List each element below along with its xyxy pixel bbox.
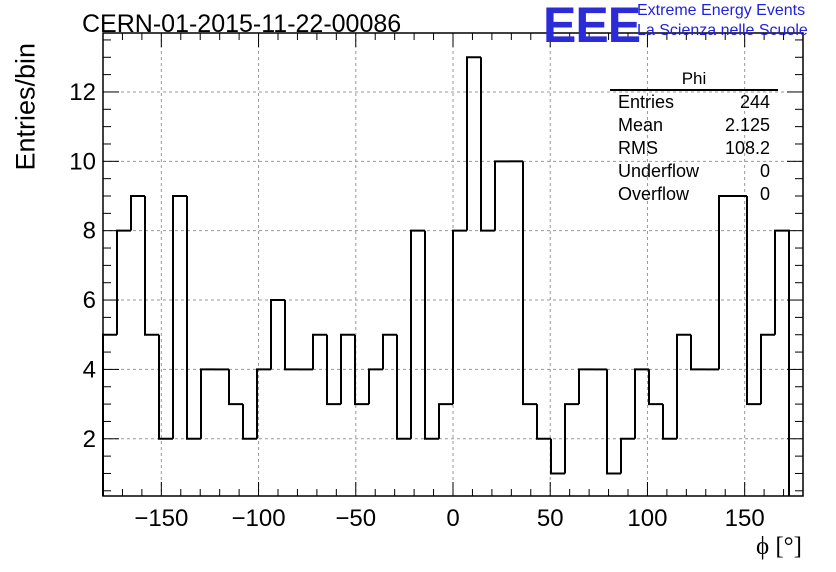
- y-tick-label: 10: [69, 148, 96, 175]
- y-tick-label: 12: [69, 79, 96, 106]
- histogram-bin: [620, 437, 635, 474]
- histogram-bin: [340, 333, 355, 405]
- x-tick-label: −50: [335, 505, 376, 532]
- histogram-bin: [424, 230, 439, 440]
- histogram-bin: [256, 368, 271, 439]
- stats-value: 0: [759, 161, 770, 181]
- histogram-bin: [382, 333, 397, 370]
- stats-value: 0: [759, 184, 770, 204]
- x-tick-label: 150: [725, 505, 765, 532]
- histogram-bin: [718, 195, 733, 370]
- stats-row-underflow: Underflow 0: [610, 160, 778, 183]
- logo-line-1: Extreme Energy Events: [637, 2, 806, 19]
- histogram-bin: [550, 438, 565, 475]
- chart-title: CERN-01-2015-11-22-00086: [82, 10, 402, 38]
- histogram-bin: [676, 333, 691, 439]
- stats-label: Underflow: [618, 161, 700, 181]
- histogram-bin: [522, 161, 537, 406]
- histogram-bin: [130, 195, 145, 231]
- stats-value: 2.125: [724, 115, 770, 135]
- stats-row-entries: Entries 244: [610, 91, 778, 114]
- eee-logo: EEE Extreme Energy Events La Scienza nel…: [543, 0, 833, 53]
- stats-row-overflow: Overflow 0: [610, 183, 778, 206]
- y-tick-label: 8: [83, 218, 96, 245]
- histogram-bin: [270, 299, 285, 370]
- histogram-bin: [396, 334, 411, 440]
- histogram-bin: [326, 334, 341, 406]
- x-axis-label: ϕ [°]: [755, 533, 802, 560]
- histogram-bin: [606, 369, 621, 475]
- stats-label: RMS: [618, 138, 658, 158]
- histogram-bin: [312, 333, 327, 370]
- stats-label: Entries: [618, 92, 675, 112]
- histogram-bin: [172, 195, 187, 439]
- stats-value: 244: [739, 92, 770, 112]
- x-tick-label: 100: [627, 505, 667, 532]
- x-tick-label: 0: [446, 505, 459, 532]
- y-tick-label: 4: [83, 356, 96, 383]
- histogram-bin: [102, 333, 117, 496]
- histogram-bin: [760, 333, 775, 405]
- stats-row-mean: Mean 2.125: [610, 114, 778, 137]
- eee-logo-mark: EEE: [543, 0, 641, 53]
- logo-line-2: La Scienza nelle Scuole: [637, 22, 808, 39]
- x-tick-label: −150: [134, 505, 188, 532]
- histogram-bin: [410, 229, 425, 439]
- stats-row-rms: RMS 108.2: [610, 137, 778, 160]
- histogram-bin: [690, 334, 705, 371]
- histogram-bin: [774, 229, 790, 496]
- histogram-bin: [746, 196, 761, 406]
- x-tick-label: −100: [232, 505, 286, 532]
- histogram-bin: [662, 404, 677, 440]
- stats-box: Phi Entries 244 Mean 2.125 RMS 108.2 Underf…: [610, 68, 778, 206]
- stats-label: Mean: [618, 115, 664, 135]
- x-tick-label: 50: [537, 505, 564, 532]
- histogram-bin: [242, 404, 257, 440]
- histogram-bin: [536, 404, 551, 440]
- histogram-bin: [564, 403, 579, 474]
- histogram-bin: [466, 56, 481, 231]
- stats-value: 108.2: [724, 138, 770, 158]
- stats-label: Overflow: [618, 184, 690, 204]
- histogram-bin: [144, 196, 159, 336]
- histogram-bin: [438, 403, 453, 439]
- histogram-bin: [116, 229, 131, 335]
- histogram-bin: [158, 334, 173, 440]
- histogram-bin: [480, 57, 495, 232]
- histogram-bin: [354, 334, 369, 406]
- histogram-bin: [634, 368, 649, 439]
- histogram-bin: [452, 229, 467, 405]
- histogram-bin: [186, 196, 201, 440]
- y-tick-label: 2: [83, 426, 96, 453]
- histogram-bin: [228, 369, 243, 406]
- y-tick-label: 6: [83, 287, 96, 314]
- y-axis-label: Entries/bin: [10, 42, 41, 171]
- stats-title: Phi: [610, 68, 778, 91]
- histogram-bin: [200, 368, 215, 439]
- histogram-bin: [368, 368, 383, 405]
- histogram-bin: [494, 160, 509, 231]
- histogram-bin: [284, 300, 299, 371]
- histogram-bin: [578, 368, 593, 405]
- histogram-bin: [648, 369, 663, 406]
